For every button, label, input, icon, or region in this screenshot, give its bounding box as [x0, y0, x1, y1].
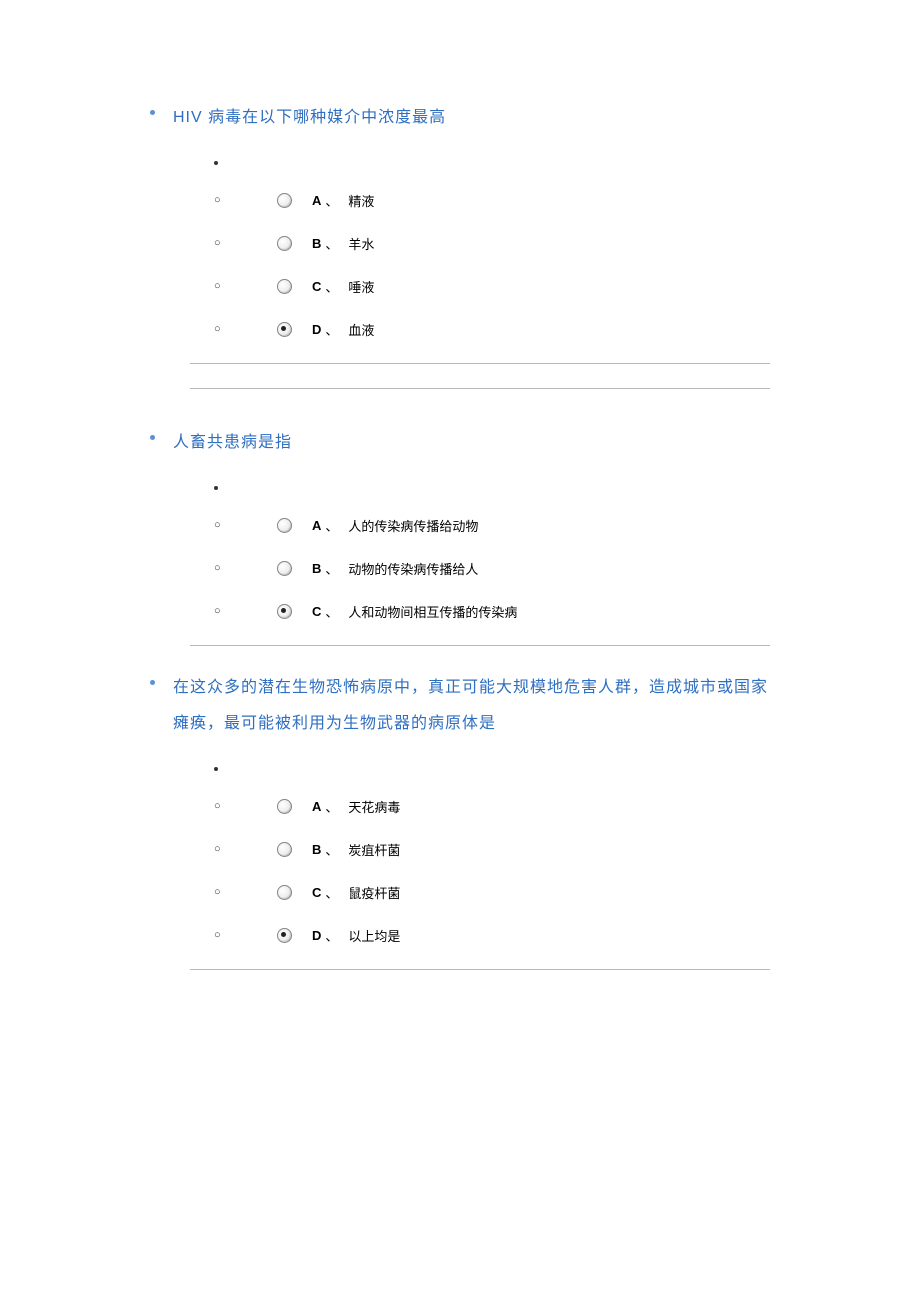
- option-row[interactable]: ○ D 、血液: [214, 320, 770, 339]
- option-letter: A: [312, 518, 321, 533]
- option-letter: D: [312, 322, 321, 337]
- option-separator: 、: [325, 559, 338, 578]
- option-bullet-icon: ○: [214, 238, 225, 249]
- question-block: 在这众多的潜在生物恐怖病原中，真正可能大规模地危害人群，造成城市或国家瘫痪，最可…: [150, 670, 770, 969]
- radio-button[interactable]: [277, 561, 292, 576]
- empty-bullet-row: [214, 478, 770, 498]
- option-bullet-icon: ○: [214, 195, 225, 206]
- option-separator: 、: [325, 277, 338, 296]
- bullet-icon: [214, 486, 218, 490]
- option-text: 羊水: [348, 234, 374, 253]
- option-row[interactable]: ○ C 、人和动物间相互传播的传染病: [214, 602, 770, 621]
- option-bullet-icon: ○: [214, 887, 225, 898]
- options-list: ○A、精液○B、羊水○C、唾液○D、血液: [150, 153, 770, 339]
- divider: [190, 388, 770, 389]
- question-text: 在这众多的潜在生物恐怖病原中，真正可能大规模地危害人群，造成城市或国家瘫痪，最可…: [173, 670, 770, 740]
- radio-button[interactable]: [277, 842, 292, 857]
- option-letter: A: [312, 799, 321, 814]
- option-text: 唾液: [348, 277, 374, 296]
- divider: [190, 645, 770, 646]
- option-row[interactable]: ○ A 、天花病毒: [214, 797, 770, 816]
- bullet-icon: [214, 767, 218, 771]
- option-letter: B: [312, 842, 321, 857]
- options-list: ○A、人的传染病传播给动物○B、动物的传染病传播给人○C、人和动物间相互传播的传…: [150, 478, 770, 621]
- question-bullet-icon: [150, 435, 155, 440]
- option-text: 人的传染病传播给动物: [348, 516, 478, 535]
- radio-button[interactable]: [277, 885, 292, 900]
- option-bullet-icon: ○: [214, 324, 225, 335]
- option-letter: C: [312, 279, 321, 294]
- empty-bullet-row: [214, 153, 770, 173]
- option-bullet-icon: ○: [214, 844, 225, 855]
- option-row[interactable]: ○ B 、羊水: [214, 234, 770, 253]
- option-text: 炭疽杆菌: [348, 840, 400, 859]
- option-text: 动物的传染病传播给人: [348, 559, 478, 578]
- option-bullet-icon: ○: [214, 563, 225, 574]
- option-separator: 、: [325, 602, 338, 621]
- option-bullet-icon: ○: [214, 281, 225, 292]
- option-separator: 、: [325, 926, 338, 945]
- question-text: HIV 病毒在以下哪种媒介中浓度最高: [173, 100, 446, 135]
- radio-button[interactable]: [277, 193, 292, 208]
- question-bullet-icon: [150, 680, 155, 685]
- option-text: 以上均是: [348, 926, 400, 945]
- empty-bullet-row: [214, 759, 770, 779]
- option-separator: 、: [325, 797, 338, 816]
- option-separator: 、: [325, 320, 338, 339]
- option-bullet-icon: ○: [214, 606, 225, 617]
- option-letter: B: [312, 561, 321, 576]
- option-letter: A: [312, 193, 321, 208]
- radio-button[interactable]: [277, 236, 292, 251]
- radio-button[interactable]: [277, 928, 292, 943]
- question-block: HIV 病毒在以下哪种媒介中浓度最高○A、精液○B、羊水○C、唾液○D、血液: [150, 100, 770, 389]
- question-bullet-icon: [150, 110, 155, 115]
- option-letter: C: [312, 604, 321, 619]
- question-text: 人畜共患病是指: [173, 425, 292, 460]
- option-text: 精液: [348, 191, 374, 210]
- option-separator: 、: [325, 191, 338, 210]
- option-separator: 、: [325, 516, 338, 535]
- option-letter: C: [312, 885, 321, 900]
- radio-button[interactable]: [277, 322, 292, 337]
- radio-button[interactable]: [277, 799, 292, 814]
- option-row[interactable]: ○ C 、鼠疫杆菌: [214, 883, 770, 902]
- divider: [190, 969, 770, 970]
- options-list: ○A、天花病毒○B、炭疽杆菌○C、鼠疫杆菌○D、以上均是: [150, 759, 770, 945]
- option-row[interactable]: ○ B 、炭疽杆菌: [214, 840, 770, 859]
- option-separator: 、: [325, 883, 338, 902]
- option-bullet-icon: ○: [214, 930, 225, 941]
- question-block: 人畜共患病是指○A、人的传染病传播给动物○B、动物的传染病传播给人○C、人和动物…: [150, 425, 770, 646]
- option-bullet-icon: ○: [214, 801, 225, 812]
- option-text: 天花病毒: [348, 797, 400, 816]
- option-row[interactable]: ○ D 、以上均是: [214, 926, 770, 945]
- radio-button[interactable]: [277, 279, 292, 294]
- option-letter: D: [312, 928, 321, 943]
- option-text: 鼠疫杆菌: [348, 883, 400, 902]
- option-row[interactable]: ○ A 、人的传染病传播给动物: [214, 516, 770, 535]
- option-separator: 、: [325, 234, 338, 253]
- option-row[interactable]: ○ B 、动物的传染病传播给人: [214, 559, 770, 578]
- option-letter: B: [312, 236, 321, 251]
- question-row: 在这众多的潜在生物恐怖病原中，真正可能大规模地危害人群，造成城市或国家瘫痪，最可…: [150, 670, 770, 740]
- question-row: 人畜共患病是指: [150, 425, 770, 460]
- bullet-icon: [214, 161, 218, 165]
- question-row: HIV 病毒在以下哪种媒介中浓度最高: [150, 100, 770, 135]
- divider: [190, 363, 770, 364]
- option-separator: 、: [325, 840, 338, 859]
- option-bullet-icon: ○: [214, 520, 225, 531]
- option-row[interactable]: ○ A 、精液: [214, 191, 770, 210]
- radio-button[interactable]: [277, 518, 292, 533]
- option-row[interactable]: ○ C 、唾液: [214, 277, 770, 296]
- option-text: 人和动物间相互传播的传染病: [348, 602, 517, 621]
- option-text: 血液: [348, 320, 374, 339]
- radio-button[interactable]: [277, 604, 292, 619]
